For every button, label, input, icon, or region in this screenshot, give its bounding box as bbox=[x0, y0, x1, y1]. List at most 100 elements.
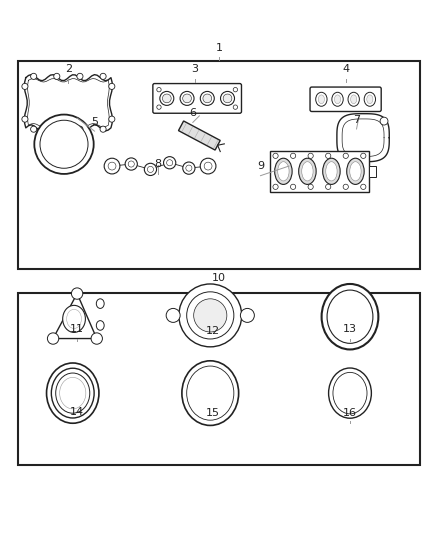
Circle shape bbox=[166, 309, 180, 322]
Ellipse shape bbox=[183, 94, 191, 103]
Text: 9: 9 bbox=[257, 161, 264, 171]
Circle shape bbox=[34, 115, 94, 174]
Ellipse shape bbox=[332, 92, 343, 106]
Ellipse shape bbox=[348, 92, 359, 106]
Circle shape bbox=[308, 184, 313, 189]
Ellipse shape bbox=[96, 299, 104, 309]
Text: 6: 6 bbox=[189, 108, 196, 118]
Circle shape bbox=[100, 74, 106, 79]
Circle shape bbox=[325, 184, 331, 189]
Circle shape bbox=[360, 153, 366, 158]
Ellipse shape bbox=[335, 95, 341, 103]
Ellipse shape bbox=[200, 92, 214, 106]
Circle shape bbox=[91, 333, 102, 344]
Text: 4: 4 bbox=[342, 64, 349, 75]
Ellipse shape bbox=[278, 161, 289, 181]
Ellipse shape bbox=[327, 290, 373, 343]
Bar bbox=[18, 61, 420, 269]
Circle shape bbox=[157, 87, 161, 92]
Circle shape bbox=[194, 299, 227, 332]
Circle shape bbox=[22, 116, 28, 122]
Ellipse shape bbox=[364, 92, 375, 106]
Circle shape bbox=[183, 162, 195, 174]
Bar bbox=[18, 293, 420, 465]
Circle shape bbox=[128, 161, 134, 167]
FancyBboxPatch shape bbox=[153, 84, 241, 113]
Circle shape bbox=[166, 160, 173, 166]
Ellipse shape bbox=[223, 94, 232, 103]
Circle shape bbox=[145, 163, 156, 175]
Text: 7: 7 bbox=[353, 115, 360, 125]
Circle shape bbox=[290, 184, 296, 189]
Ellipse shape bbox=[203, 94, 212, 103]
Ellipse shape bbox=[46, 363, 99, 423]
Ellipse shape bbox=[96, 321, 104, 330]
Ellipse shape bbox=[51, 368, 94, 418]
Circle shape bbox=[343, 153, 348, 158]
Text: 2: 2 bbox=[65, 64, 72, 75]
Circle shape bbox=[200, 158, 216, 174]
Ellipse shape bbox=[351, 95, 357, 103]
Circle shape bbox=[54, 126, 60, 132]
Ellipse shape bbox=[323, 158, 340, 184]
Ellipse shape bbox=[56, 373, 90, 413]
Ellipse shape bbox=[220, 92, 234, 106]
Circle shape bbox=[31, 74, 37, 79]
Circle shape bbox=[31, 126, 37, 132]
Circle shape bbox=[343, 184, 348, 189]
Ellipse shape bbox=[60, 377, 86, 409]
Ellipse shape bbox=[275, 158, 292, 184]
Circle shape bbox=[204, 162, 212, 170]
Text: 16: 16 bbox=[343, 408, 357, 418]
Ellipse shape bbox=[350, 161, 361, 181]
Circle shape bbox=[77, 74, 83, 79]
Circle shape bbox=[109, 83, 115, 90]
Circle shape bbox=[47, 333, 59, 344]
Ellipse shape bbox=[162, 94, 171, 103]
Ellipse shape bbox=[318, 95, 325, 103]
Circle shape bbox=[233, 105, 237, 109]
Text: 8: 8 bbox=[154, 159, 162, 169]
Circle shape bbox=[125, 158, 138, 170]
Circle shape bbox=[77, 126, 83, 132]
Text: 15: 15 bbox=[205, 408, 219, 418]
Text: 14: 14 bbox=[70, 407, 84, 417]
Ellipse shape bbox=[187, 366, 234, 420]
Text: 10: 10 bbox=[212, 273, 226, 283]
Circle shape bbox=[109, 116, 115, 122]
Text: 13: 13 bbox=[343, 324, 357, 334]
Circle shape bbox=[148, 166, 153, 173]
Circle shape bbox=[186, 165, 192, 171]
Ellipse shape bbox=[63, 305, 85, 333]
Polygon shape bbox=[178, 121, 220, 150]
Ellipse shape bbox=[328, 368, 371, 418]
Ellipse shape bbox=[302, 161, 313, 181]
Ellipse shape bbox=[347, 158, 364, 184]
Text: 3: 3 bbox=[191, 64, 198, 75]
Circle shape bbox=[308, 153, 313, 158]
Circle shape bbox=[290, 153, 296, 158]
Circle shape bbox=[325, 153, 331, 158]
Circle shape bbox=[233, 87, 237, 92]
Ellipse shape bbox=[67, 309, 81, 328]
Circle shape bbox=[163, 157, 176, 169]
Circle shape bbox=[157, 105, 161, 109]
Text: 11: 11 bbox=[70, 324, 84, 334]
Circle shape bbox=[100, 126, 106, 132]
Text: 12: 12 bbox=[205, 326, 219, 336]
Circle shape bbox=[273, 184, 278, 189]
Bar bbox=[368, 166, 376, 176]
Bar bbox=[270, 151, 368, 192]
Circle shape bbox=[380, 117, 388, 125]
Ellipse shape bbox=[367, 95, 373, 103]
Ellipse shape bbox=[326, 161, 337, 181]
Ellipse shape bbox=[299, 158, 316, 184]
Circle shape bbox=[71, 288, 83, 299]
Ellipse shape bbox=[180, 92, 194, 106]
Text: 1: 1 bbox=[215, 43, 223, 53]
Circle shape bbox=[179, 284, 242, 347]
Circle shape bbox=[187, 292, 234, 339]
Ellipse shape bbox=[182, 361, 239, 425]
Circle shape bbox=[104, 158, 120, 174]
Circle shape bbox=[360, 184, 366, 189]
